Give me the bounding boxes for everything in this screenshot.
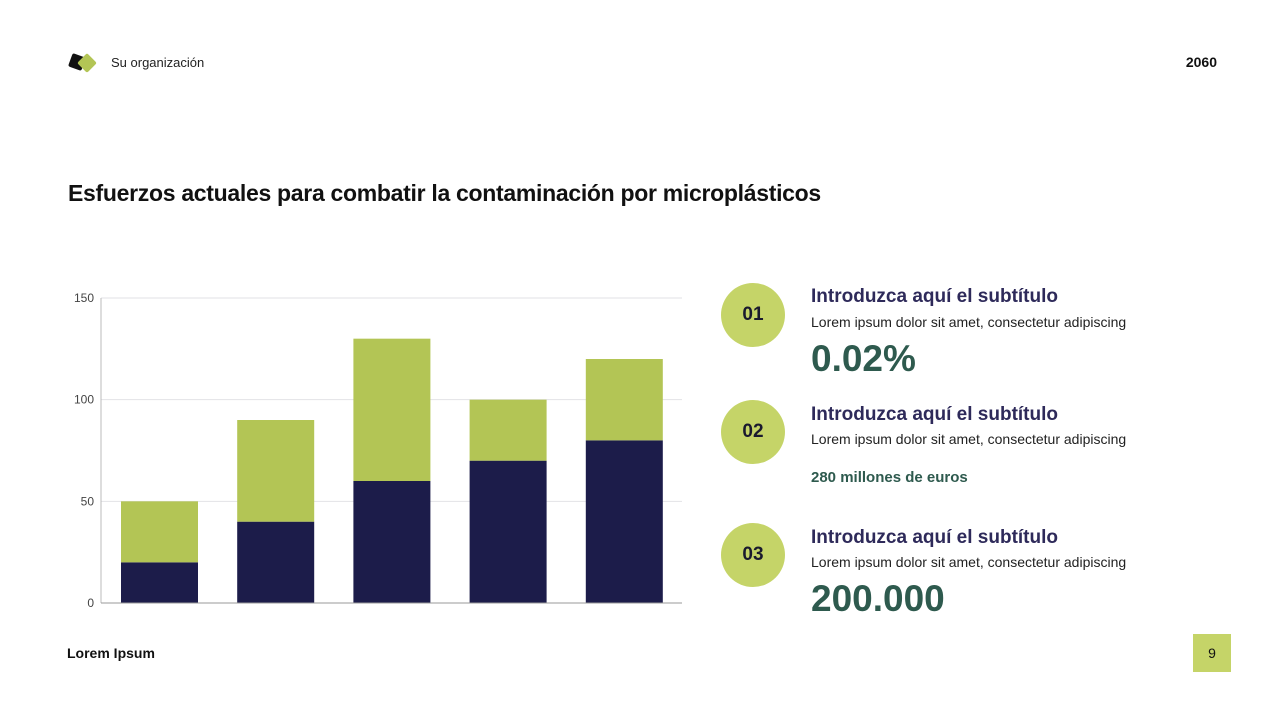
bar-series1-1 [121, 562, 198, 603]
bar-series2-4 [469, 399, 547, 461]
item-value-2: 280 millones de euros [811, 469, 968, 486]
page-title: Esfuerzos actuales para combatir la cont… [68, 180, 821, 206]
y-tick-label: 100 [74, 393, 94, 407]
footer-text: Lorem Ipsum [67, 645, 155, 661]
item-value-1: 0.02% [811, 338, 916, 379]
organization-name: Su organización [111, 55, 205, 70]
y-tick-label: 50 [81, 494, 95, 508]
bar-series2-5 [585, 359, 663, 441]
bar-series2-2 [237, 420, 315, 522]
bar-series1-3 [353, 481, 431, 603]
item-description-2: Lorem ipsum dolor sit amet, consectetur … [811, 431, 1127, 447]
organization-logo [68, 53, 97, 73]
bar-series1-4 [469, 460, 547, 603]
y-tick-label: 0 [87, 596, 94, 610]
item-number-1: 01 [721, 283, 785, 347]
bar-series1-5 [585, 440, 663, 603]
page-number: 9 [1193, 634, 1231, 672]
bar-series2-3 [353, 338, 431, 481]
item-number-3: 03 [721, 523, 785, 587]
item-description-1: Lorem ipsum dolor sit amet, consectetur … [811, 314, 1127, 330]
item-number-2: 02 [721, 400, 785, 464]
item-subtitle-1: Introduzca aquí el subtítulo [811, 286, 1058, 307]
y-tick-label: 150 [74, 291, 94, 305]
bar-series2-1 [121, 501, 198, 563]
item-value-3: 200.000 [811, 578, 945, 619]
item-subtitle-3: Introduzca aquí el subtítulo [811, 527, 1058, 548]
bar-series1-2 [237, 521, 315, 603]
year-label: 2060 [1185, 54, 1217, 70]
stacked-bar-chart: 0 50 100 150 [74, 291, 682, 610]
item-description-3: Lorem ipsum dolor sit amet, consectetur … [811, 554, 1127, 570]
item-subtitle-2: Introduzca aquí el subtítulo [811, 404, 1058, 425]
